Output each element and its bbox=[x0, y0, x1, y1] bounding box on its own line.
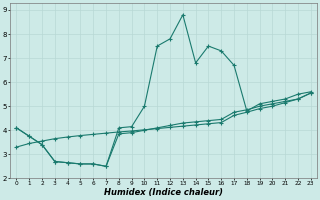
X-axis label: Humidex (Indice chaleur): Humidex (Indice chaleur) bbox=[104, 188, 223, 197]
